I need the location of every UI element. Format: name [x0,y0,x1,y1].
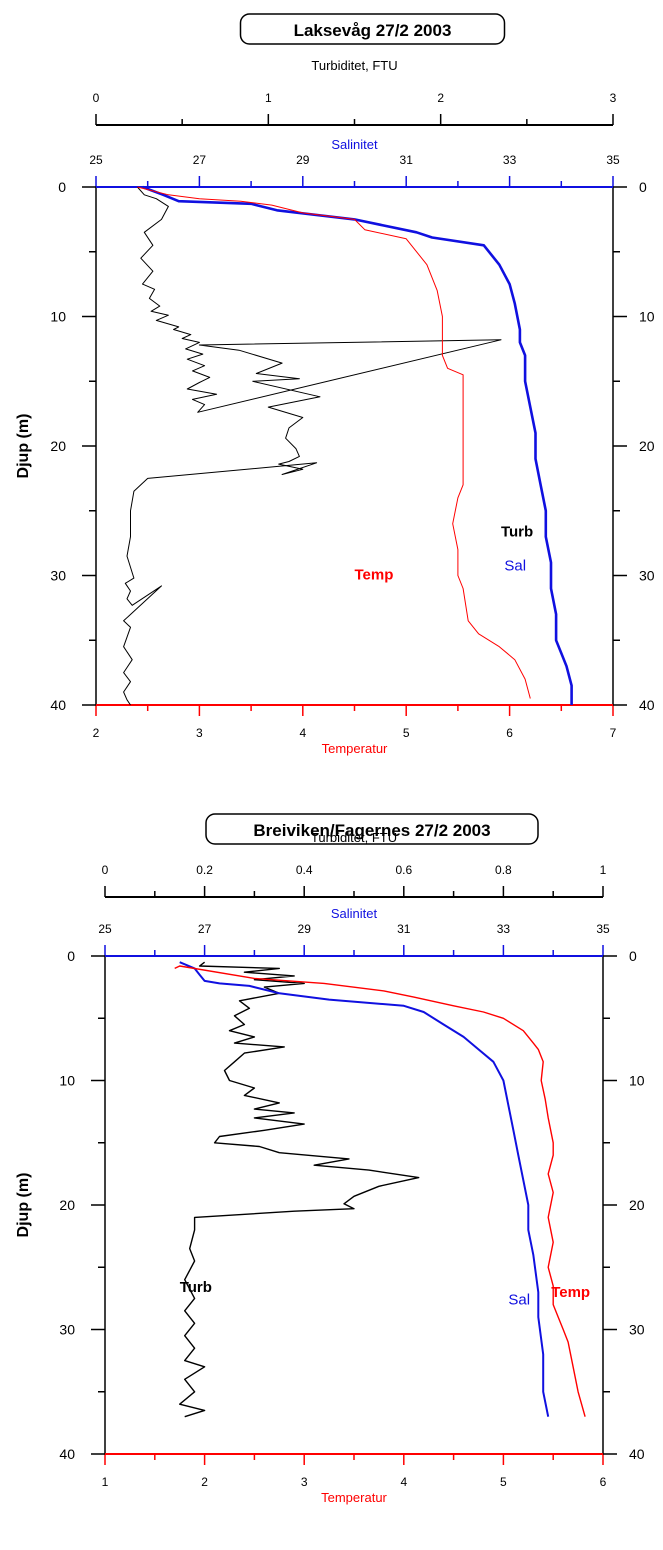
title-box [239,13,506,45]
salinity-tick-label: 27 [193,153,207,167]
salinity-tick-label: 33 [503,153,517,167]
chart-breiviken: Breiviken/Fagernes 27/2 2003 0 0.2 0.4 0.6 0.… [15,813,645,1505]
depth-tick-label-right: 30 [629,1322,645,1338]
chart-panel-breiviken: Breiviken/Fagernes 27/2 2003 0 0.2 0.4 0.6 0.… [0,812,663,1550]
temperature-tick-label: 3 [301,1475,308,1489]
depth-tick-label-right: 40 [639,697,655,713]
salinity-tick-label: 35 [606,153,620,167]
temperature-axis-label: Temperatur [322,741,388,756]
series-label-sal: Sal [508,1292,530,1309]
turbidity-tick-label: 0.4 [296,863,313,877]
depth-tick-label-right: 30 [639,568,655,584]
turbidity-tick-label: 0 [93,91,100,105]
depth-tick-label-left: 20 [59,1197,75,1213]
turbidity-tick-label: 1 [265,91,272,105]
salinity-tick-label: 29 [298,922,312,936]
salinity-tick-label: 31 [397,922,411,936]
salinity-tick-label: 29 [296,153,310,167]
temperature-tick-label: 2 [93,726,100,740]
series-label-turb: Turb [180,1279,212,1296]
turbidity-axis-label: Turbiditet, FTU [311,58,397,73]
series-line-temp [137,186,531,699]
turbidity-tick-label: 2 [437,91,444,105]
depth-tick-label-right: 20 [639,438,655,454]
title-box [205,813,539,845]
turbidity-axis-label: Turbiditet, FTU [311,830,397,845]
turbidity-tick-label: 0.6 [395,863,412,877]
series-label-turb: Turb [501,524,533,541]
salinity-tick-label: 33 [497,922,511,936]
temperature-axis-label: Temperatur [321,1490,387,1505]
chart-title: Laksevåg 27/2 2003 [294,21,452,40]
turbidity-tick-label: 1 [600,863,607,877]
turbidity-tick-label: 0.8 [495,863,512,877]
temperature-tick-label: 5 [500,1475,507,1489]
salinity-tick-label: 35 [596,922,610,936]
temperature-tick-label: 7 [610,726,617,740]
salinity-tick-label: 31 [400,153,414,167]
temperature-tick-label: 5 [403,726,410,740]
depth-tick-label-left: 30 [59,1322,75,1338]
depth-tick-label-right: 0 [629,948,637,964]
salinity-axis-label: Salinitet [331,906,378,921]
salinity-tick-label: 27 [198,922,212,936]
temperature-tick-label: 6 [506,726,513,740]
depth-tick-label-right: 10 [639,309,655,325]
depth-tick-label-right: 40 [629,1446,645,1462]
series-line-sal [142,185,573,705]
depth-tick-label-left: 20 [50,438,66,454]
depth-tick-label-right: 20 [629,1197,645,1213]
turbidity-tick-label: 0.2 [196,863,213,877]
depth-tick-label-left: 10 [59,1073,75,1089]
series-line-turb [123,186,502,706]
series-line-turb [179,961,420,1418]
temperature-tick-label: 4 [299,726,306,740]
depth-tick-label-left: 10 [50,309,66,325]
temperature-tick-label: 1 [102,1475,109,1489]
turbidity-tick-label: 3 [610,91,617,105]
depth-tick-label-left: 40 [59,1446,75,1462]
chart-panel-laksevag: Laksevåg 27/2 2003 0 1 2 3 Turbiditet, FTU 25 2… [15,13,655,756]
depth-tick-label-left: 0 [58,179,66,195]
series-line-temp [174,965,586,1417]
series-label-temp: Temp [355,566,394,583]
depth-tick-label-right: 0 [639,179,647,195]
depth-tick-label-left: 30 [50,568,66,584]
series-label-sal: Sal [504,557,526,574]
temperature-tick-label: 6 [600,1475,607,1489]
depth-tick-label-right: 10 [629,1073,645,1089]
salinity-tick-label: 25 [98,922,112,936]
salinity-axis-label: Salinitet [331,137,378,152]
chart-title: Breiviken/Fagernes 27/2 2003 [253,821,490,840]
temperature-tick-label: 4 [400,1475,407,1489]
salinity-tick-label: 25 [89,153,103,167]
depth-tick-label-left: 40 [50,697,66,713]
turbidity-tick-label: 0 [102,863,109,877]
depth-axis-label: Djup (m) [15,1173,32,1238]
series-line-sal [179,961,550,1417]
temperature-tick-label: 2 [201,1475,208,1489]
series-label-temp: Temp [551,1284,590,1301]
temperature-tick-label: 3 [196,726,203,740]
depth-axis-label: Djup (m) [15,414,32,479]
depth-tick-label-left: 0 [67,948,75,964]
